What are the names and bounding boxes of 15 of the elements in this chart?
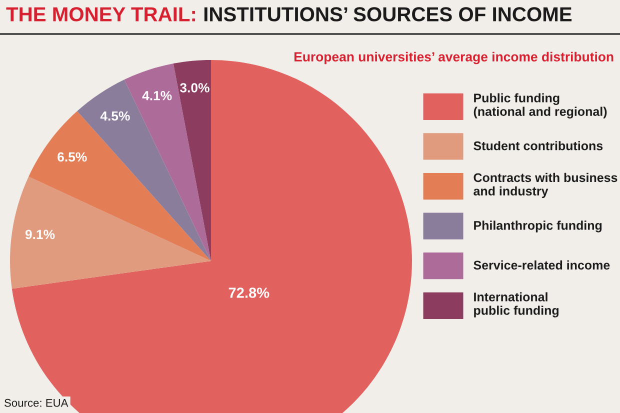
legend-label: Service-related income [474, 260, 610, 270]
data-label: 6.5% [58, 152, 87, 162]
chart-title: THE MONEY TRAIL: INSTITUTIONS’ SOURCES OF INCOME [6, 7, 572, 22]
legend-label: Philanthropic funding [474, 220, 602, 232]
legend-label: International public funding [474, 292, 559, 318]
legend-label: Contracts with business and industry [474, 172, 618, 198]
data-label: 4.5% [100, 111, 130, 121]
chart-subtitle: European universities’ average income distribution [294, 52, 614, 64]
source-note: Source: EUA [4, 398, 68, 407]
data-label: 9.1% [25, 230, 55, 240]
data-label: 3.0% [180, 83, 210, 92]
legend-label: Student contributions [474, 141, 603, 150]
data-label: 4.1% [142, 91, 172, 100]
legend-label: Public funding (national and regional) [474, 93, 607, 118]
data-label: 72.8% [228, 288, 270, 298]
